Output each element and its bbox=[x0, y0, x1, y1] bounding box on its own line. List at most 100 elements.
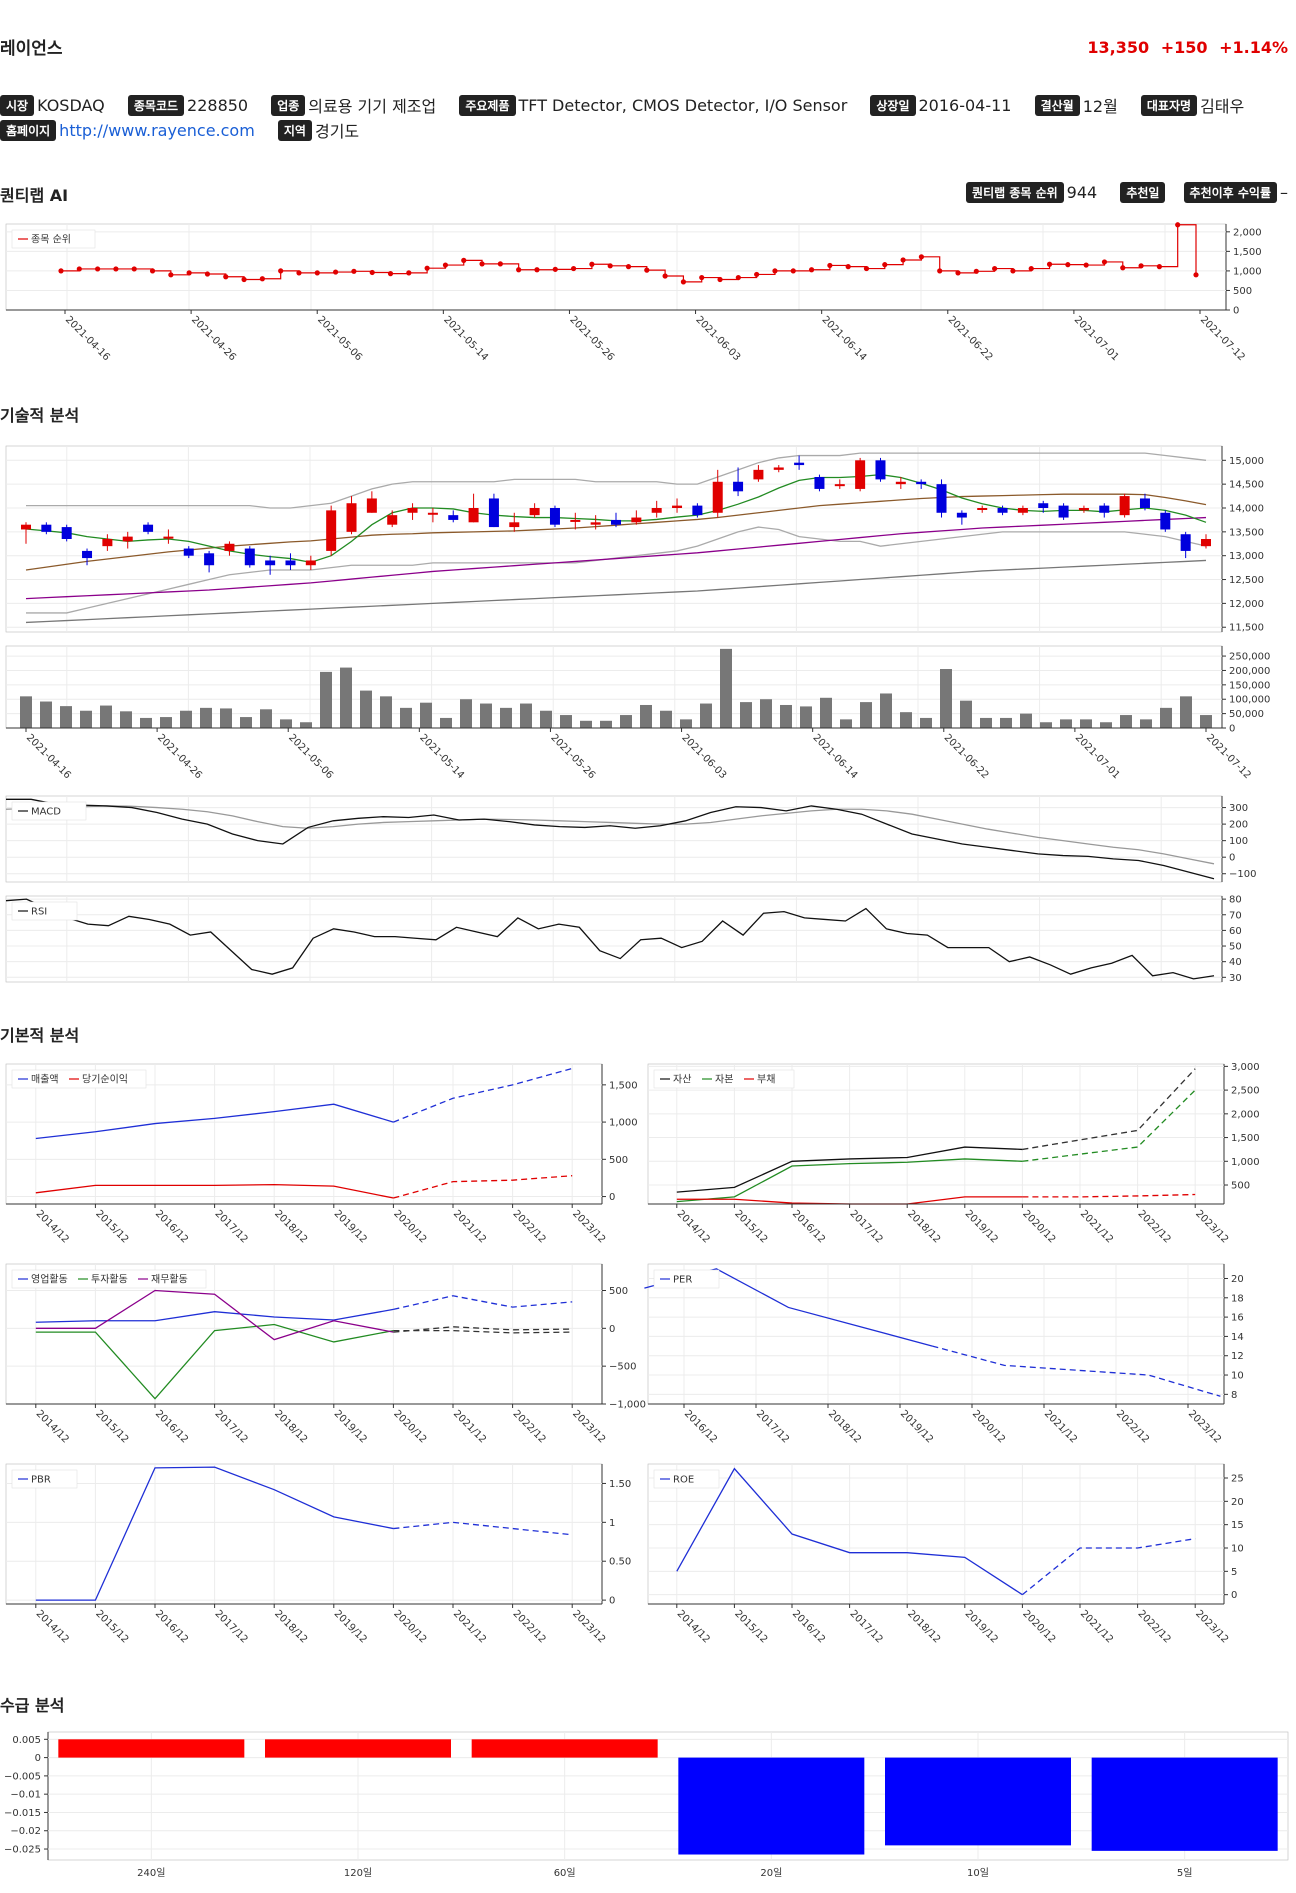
rank-point bbox=[1083, 262, 1089, 268]
volume-bar bbox=[960, 700, 972, 728]
homepage-link[interactable]: http://www.rayence.com bbox=[59, 120, 255, 140]
per-series-0-estimate bbox=[932, 1345, 1221, 1397]
volume-x-label: 2021-05-14 bbox=[417, 732, 466, 781]
cashflow-x-label: 2020/12 bbox=[391, 1408, 428, 1445]
volume-bar bbox=[100, 705, 112, 728]
rank-point bbox=[497, 261, 503, 267]
volume-bar bbox=[440, 717, 452, 728]
rank-y-label: 1,500 bbox=[1233, 247, 1262, 258]
volume-bar bbox=[1000, 717, 1012, 728]
volume-bar bbox=[460, 699, 472, 728]
flow-y-label: 0 bbox=[35, 1753, 41, 1764]
candle-body bbox=[305, 560, 316, 566]
volume-bar bbox=[580, 720, 592, 728]
candle-body bbox=[855, 460, 866, 489]
roe-x-label: 2019/12 bbox=[963, 1608, 1000, 1645]
candle-body bbox=[163, 536, 174, 539]
listing-label: 상장일 bbox=[870, 94, 916, 116]
rank-line bbox=[61, 224, 1197, 283]
volume-bar bbox=[1120, 715, 1132, 728]
per-x-label: 2019/12 bbox=[898, 1408, 935, 1445]
cashflow-x-label: 2014/12 bbox=[34, 1408, 71, 1445]
balance-x-label: 2014/12 bbox=[675, 1208, 712, 1245]
sales-series-1-estimate bbox=[393, 1175, 573, 1199]
per-y-label: 10 bbox=[1231, 1371, 1244, 1382]
rank-point bbox=[955, 270, 961, 276]
candle-body bbox=[753, 469, 764, 480]
per-y-label: 16 bbox=[1231, 1313, 1244, 1324]
sales-x-label: 2017/12 bbox=[212, 1208, 249, 1245]
candle-body bbox=[529, 508, 540, 516]
per-x-label: 2020/12 bbox=[970, 1408, 1007, 1445]
volume-bar bbox=[40, 701, 52, 728]
market-value: KOSDAQ bbox=[37, 95, 105, 115]
candle-body bbox=[1058, 505, 1069, 518]
volume-x-label: 2021-06-03 bbox=[679, 732, 728, 781]
market-label: 시장 bbox=[0, 94, 35, 116]
balance-series-1 bbox=[676, 1158, 1023, 1203]
rank-point bbox=[406, 270, 412, 276]
pbr-y-label: 1.50 bbox=[609, 1479, 631, 1490]
cashflow-x-label: 2018/12 bbox=[272, 1408, 309, 1445]
candle-body bbox=[631, 517, 642, 523]
candle-body bbox=[1201, 539, 1211, 547]
balance-legend-label: 자산 bbox=[673, 1074, 691, 1086]
ma120-line bbox=[25, 559, 1207, 624]
flow-y-label: −0.025 bbox=[4, 1845, 41, 1856]
fund-title: 기본적 분석 bbox=[0, 1026, 80, 1045]
flow-x-label: 20일 bbox=[760, 1867, 782, 1879]
roe-x-label: 2016/12 bbox=[790, 1608, 827, 1645]
volume-bar bbox=[200, 707, 212, 728]
rank-y-label: 0 bbox=[1233, 306, 1239, 317]
candle-body bbox=[692, 505, 703, 516]
rank-point bbox=[149, 268, 156, 274]
candle-body bbox=[407, 508, 418, 513]
volume-bar bbox=[520, 703, 532, 728]
pbr-x-label: 2020/12 bbox=[391, 1608, 428, 1645]
balance-x-label: 2021/12 bbox=[1078, 1208, 1115, 1245]
return-value: – bbox=[1280, 183, 1288, 202]
rank-point bbox=[442, 262, 449, 268]
flow-x-label: 60일 bbox=[554, 1867, 576, 1879]
volume-bar bbox=[1060, 719, 1072, 728]
sales-x-label: 2019/12 bbox=[332, 1208, 369, 1245]
candle-body bbox=[61, 527, 72, 539]
candle-body bbox=[590, 522, 601, 525]
rsi-y-label: 40 bbox=[1229, 957, 1242, 968]
roe-series-0 bbox=[676, 1467, 1023, 1596]
pbr-x-label: 2022/12 bbox=[510, 1608, 547, 1645]
rank-point bbox=[570, 265, 577, 272]
pbr-chart bbox=[5, 1463, 606, 1608]
volume-bar bbox=[140, 717, 152, 728]
candle-body bbox=[488, 498, 499, 528]
flow-y-label: −0.015 bbox=[4, 1808, 41, 1819]
per-y-label: 8 bbox=[1231, 1390, 1237, 1401]
balance-x-label: 2016/12 bbox=[790, 1208, 827, 1245]
per-legend-box bbox=[653, 1269, 720, 1289]
cashflow-legend-label: 재무활동 bbox=[151, 1273, 188, 1286]
rank-point bbox=[808, 267, 815, 273]
pbr-legend-label: PBR bbox=[31, 1475, 51, 1486]
sales-x-label: 2020/12 bbox=[391, 1208, 428, 1245]
candle-body bbox=[1119, 496, 1130, 516]
rank-point bbox=[644, 267, 650, 273]
flow-x-label: 240일 bbox=[137, 1867, 165, 1879]
rank-point bbox=[973, 268, 979, 274]
balance-series-0 bbox=[676, 1146, 1023, 1193]
candle-body bbox=[285, 560, 296, 566]
rank-point bbox=[278, 268, 284, 274]
roe-y-label: 15 bbox=[1231, 1520, 1244, 1531]
industry-value: 의료용 기기 제조업 bbox=[308, 97, 437, 116]
rsi-legend-label: RSI bbox=[31, 907, 47, 918]
pbr-y-label: 1 bbox=[609, 1518, 615, 1529]
pbr-x-label: 2015/12 bbox=[93, 1608, 130, 1645]
cashflow-y-label: 500 bbox=[609, 1286, 628, 1297]
cashflow-legend-label: 투자활동 bbox=[91, 1273, 128, 1286]
candle-body bbox=[1078, 508, 1089, 511]
volume-bar bbox=[800, 706, 812, 728]
price-chart-frame bbox=[5, 445, 1223, 633]
volume-bar bbox=[500, 707, 512, 728]
volume-y-label: 0 bbox=[1229, 724, 1235, 735]
rank-point bbox=[863, 265, 870, 272]
